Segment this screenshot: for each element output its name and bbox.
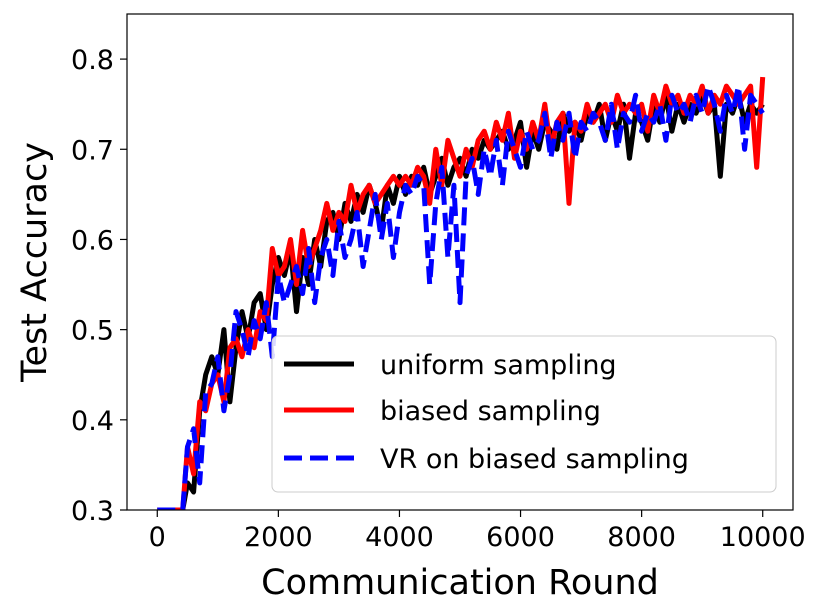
series-line-2 bbox=[157, 76, 766, 510]
x-tick-label: 6000 bbox=[486, 522, 555, 553]
y-axis: 0.3 0.4 0.5 0.6 0.7 0.8 bbox=[71, 45, 127, 527]
legend: uniform sampling biased sampling VR on bia… bbox=[271, 335, 777, 493]
x-tick-label: 2000 bbox=[244, 522, 313, 553]
x-tick-label: 8000 bbox=[607, 522, 676, 553]
series-layer bbox=[157, 76, 766, 510]
y-axis-label: Test Accuracy bbox=[15, 142, 55, 383]
legend-label: biased sampling bbox=[380, 396, 601, 427]
y-tick-label: 0.8 bbox=[71, 45, 114, 76]
x-tick-label: 10000 bbox=[720, 522, 806, 553]
legend-box bbox=[271, 335, 777, 493]
x-tick-label: 0 bbox=[149, 522, 166, 553]
y-tick-label: 0.4 bbox=[71, 406, 114, 437]
y-tick-label: 0.5 bbox=[71, 316, 114, 347]
legend-label: uniform sampling bbox=[380, 350, 617, 381]
y-tick-label: 0.3 bbox=[71, 496, 114, 527]
y-tick-label: 0.7 bbox=[71, 135, 114, 166]
y-tick-label: 0.6 bbox=[71, 225, 114, 256]
legend-label: VR on biased sampling bbox=[380, 444, 689, 475]
series-line-3 bbox=[157, 83, 765, 510]
x-axis: 0 2000 4000 6000 8000 10000 bbox=[149, 510, 806, 553]
plot-frame bbox=[126, 13, 794, 511]
x-tick-label: 4000 bbox=[365, 522, 434, 553]
x-axis-label: Communication Round bbox=[261, 563, 659, 603]
